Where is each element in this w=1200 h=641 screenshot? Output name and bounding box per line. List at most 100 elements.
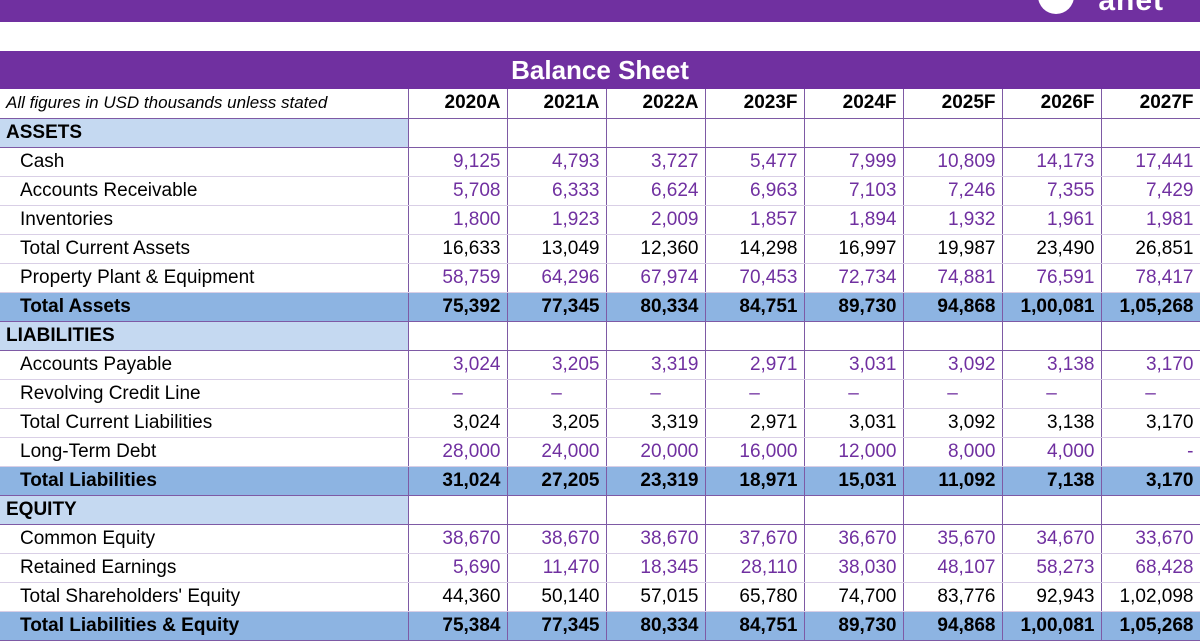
value-cell: 94,868 xyxy=(903,291,1003,322)
value-cell: 89,730 xyxy=(804,610,904,641)
value-cell: 3,092 xyxy=(903,350,1003,380)
value-cell: 23,319 xyxy=(606,465,706,496)
value-cell: 38,670 xyxy=(606,524,706,554)
value-cell: 3,024 xyxy=(408,408,508,438)
value-cell: 6,963 xyxy=(705,176,805,206)
value-cell: 83,776 xyxy=(903,582,1003,612)
row-label: Accounts Payable xyxy=(0,350,409,380)
value-cell: 5,477 xyxy=(705,147,805,177)
value-cell: 76,591 xyxy=(1002,263,1102,293)
table-row: Common Equity 38,670 38,670 38,670 37,670 36,… xyxy=(0,524,1200,554)
value-cell: 3,319 xyxy=(606,408,706,438)
value-cell: 38,670 xyxy=(507,524,607,554)
row-label: Inventories xyxy=(0,205,409,235)
value-cell: 6,333 xyxy=(507,176,607,206)
value-cell: 1,800 xyxy=(408,205,508,235)
row-label: Total Current Assets xyxy=(0,234,409,264)
value-cell: 7,355 xyxy=(1002,176,1102,206)
table-row: Total Current Assets 16,633 13,049 12,360 14… xyxy=(0,234,1200,264)
value-cell: 64,296 xyxy=(507,263,607,293)
value-cell: 3,170 xyxy=(1101,465,1200,496)
value-cell: 1,923 xyxy=(507,205,607,235)
value-cell: 26,851 xyxy=(1101,234,1200,264)
value-cell: – xyxy=(1101,379,1200,409)
value-cell: 16,997 xyxy=(804,234,904,264)
value-cell: 27,205 xyxy=(507,465,607,496)
table-row: Accounts Receivable 5,708 6,333 6,624 6,963 7… xyxy=(0,176,1200,206)
value-cell: 72,734 xyxy=(804,263,904,293)
value-cell: – xyxy=(606,379,706,409)
value-cell: 80,334 xyxy=(606,610,706,641)
value-cell: 4,793 xyxy=(507,147,607,177)
brand-bar: ahet xyxy=(0,0,1200,22)
row-label: Cash xyxy=(0,147,409,177)
value-cell: 31,024 xyxy=(408,465,508,496)
value-cell: 37,670 xyxy=(705,524,805,554)
section-assets: ASSETS xyxy=(0,118,1200,148)
value-cell: 3,092 xyxy=(903,408,1003,438)
value-cell: 18,971 xyxy=(705,465,805,496)
value-cell: 2,971 xyxy=(705,350,805,380)
value-cell: 3,205 xyxy=(507,350,607,380)
value-cell: – xyxy=(903,379,1003,409)
year-header: 2026F xyxy=(1002,89,1102,119)
value-cell: 1,932 xyxy=(903,205,1003,235)
value-cell: 10,809 xyxy=(903,147,1003,177)
value-cell: – xyxy=(804,379,904,409)
value-cell: 9,125 xyxy=(408,147,508,177)
row-label: Total Current Liabilities xyxy=(0,408,409,438)
value-cell: 70,453 xyxy=(705,263,805,293)
table-row: Total Liabilities 31,024 27,205 23,319 18,97… xyxy=(0,465,1200,496)
value-cell: 7,138 xyxy=(1002,465,1102,496)
value-cell: 7,429 xyxy=(1101,176,1200,206)
value-cell: 28,000 xyxy=(408,437,508,467)
value-cell: 74,700 xyxy=(804,582,904,612)
value-cell: 68,428 xyxy=(1101,553,1200,583)
section-label: EQUITY xyxy=(0,495,409,525)
value-cell: 12,360 xyxy=(606,234,706,264)
section-label: LIABILITIES xyxy=(0,321,409,351)
value-cell: 3,031 xyxy=(804,408,904,438)
table-row: Inventories 1,800 1,923 2,009 1,857 1,894 1,93… xyxy=(0,205,1200,235)
header-row: All figures in USD thousands unless stat… xyxy=(0,89,1200,119)
table-row: Revolving Credit Line – – – – – – – – xyxy=(0,379,1200,409)
row-label: Total Liabilities xyxy=(0,465,409,496)
value-cell: 34,670 xyxy=(1002,524,1102,554)
table-row: Total Current Liabilities 3,024 3,205 3,319… xyxy=(0,408,1200,438)
value-cell: 5,690 xyxy=(408,553,508,583)
value-cell: 1,961 xyxy=(1002,205,1102,235)
value-cell: 1,894 xyxy=(804,205,904,235)
value-cell: 4,000 xyxy=(1002,437,1102,467)
value-cell: 20,000 xyxy=(606,437,706,467)
value-cell: 3,319 xyxy=(606,350,706,380)
logo-text: ahet xyxy=(1098,0,1164,17)
value-cell: 1,05,268 xyxy=(1101,291,1200,322)
row-label: Property Plant & Equipment xyxy=(0,263,409,293)
value-cell: 24,000 xyxy=(507,437,607,467)
value-cell: 50,140 xyxy=(507,582,607,612)
row-label: Long-Term Debt xyxy=(0,437,409,467)
year-header: 2023F xyxy=(705,89,805,119)
value-cell: 1,981 xyxy=(1101,205,1200,235)
value-cell: 15,031 xyxy=(804,465,904,496)
balance-sheet: Balance Sheet All figures in USD thousan… xyxy=(0,51,1200,641)
value-cell: 3,170 xyxy=(1101,408,1200,438)
value-cell: 65,780 xyxy=(705,582,805,612)
table-row: Total Shareholders' Equity 44,360 50,140 57… xyxy=(0,582,1200,612)
table-row: Accounts Payable 3,024 3,205 3,319 2,971 3,03… xyxy=(0,350,1200,380)
year-header: 2020A xyxy=(408,89,508,119)
value-cell: 28,110 xyxy=(705,553,805,583)
value-cell: 1,00,081 xyxy=(1002,291,1102,322)
value-cell: 7,103 xyxy=(804,176,904,206)
value-cell: 14,173 xyxy=(1002,147,1102,177)
value-cell: 77,345 xyxy=(507,610,607,641)
value-cell: 16,000 xyxy=(705,437,805,467)
table-row: Long-Term Debt 28,000 24,000 20,000 16,000 12… xyxy=(0,437,1200,467)
value-cell: – xyxy=(1002,379,1102,409)
value-cell: 38,670 xyxy=(408,524,508,554)
section-equity: EQUITY xyxy=(0,495,1200,525)
value-cell: 11,092 xyxy=(903,465,1003,496)
value-cell: 13,049 xyxy=(507,234,607,264)
value-cell: 58,759 xyxy=(408,263,508,293)
value-cell: 23,490 xyxy=(1002,234,1102,264)
